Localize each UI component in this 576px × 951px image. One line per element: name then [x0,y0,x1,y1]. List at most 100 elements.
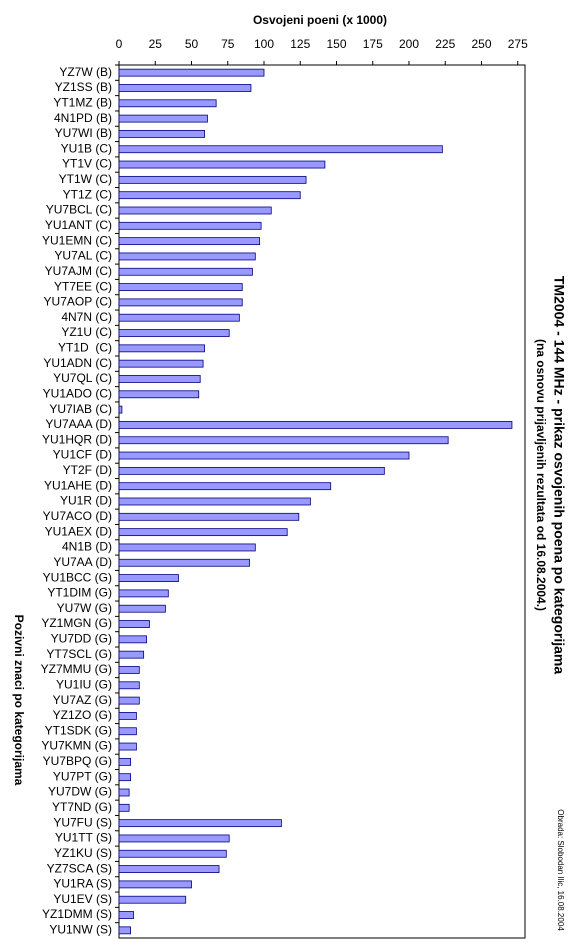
x-tick-label: 0 [116,37,123,51]
bar [118,865,220,873]
bar [118,834,230,843]
bar [118,160,326,169]
bar [118,68,265,77]
y-tick-label: YU7AOP (C) [44,295,112,309]
y-tick-label: YU7AJM (C) [45,264,112,278]
y-tick-label: YU1CF (D) [53,448,112,462]
bar [118,712,137,720]
y-tick-label: 4N7N (C) [61,310,112,324]
bar [118,313,240,322]
y-tick-label: YU7BPQ (G) [43,754,112,768]
y-tick-label: YU1EV (S) [53,892,112,906]
bar [118,512,300,521]
chart-title: TM2004 - 144 MHz - prikaz osvojenih poen… [551,276,567,675]
y-tick-label: YU7W (G) [57,601,112,615]
y-tick-label: YU7ACO (D) [43,509,112,523]
y-tick-label: YU1HQR (D) [42,432,112,446]
x-tick-label: 25 [149,37,163,51]
y-tick-label: YT7ND (G) [52,800,112,814]
bar [118,237,261,246]
bar [118,375,201,383]
y-tick-label: YU7FU (S) [53,815,112,829]
bar [118,589,169,598]
y-tick-label: YU7AAA (D) [45,417,112,431]
y-tick-label: 4N1B (D) [62,540,112,554]
y-tick-label: YU1AHE (D) [44,478,112,492]
y-tick-label: YU1TT (S) [55,831,112,845]
y-tick-label: YT1DIM (G) [47,586,112,600]
y-tick-label: YU7KMN (G) [41,739,112,753]
bar [118,757,131,766]
x-tick-label: 275 [508,37,528,51]
y-tick-label: YU7IAB (C) [49,402,112,416]
bar [118,635,147,644]
x-tick-label: 50 [185,37,199,51]
x-tick-label: 100 [254,37,274,51]
bar [118,466,385,475]
bar [118,145,443,154]
bar [118,788,130,797]
bar [118,727,137,736]
y-tick-label: YU1B (C) [61,141,112,155]
y-tick-label: YT1SDK (G) [45,723,112,737]
chart-subtitle: (na osnovu prijavljenih rezultata od 16.… [534,339,548,611]
bar [118,114,208,123]
y-tick-label: YU7BCL (C) [46,203,112,217]
bar [118,666,140,674]
bar [118,436,449,445]
y-tick-label: YZ1SS (B) [55,80,112,94]
x-tick-label: 125 [290,37,310,51]
y-tick-label: YU1NW (S) [49,923,112,937]
bar [118,206,272,215]
bar [118,99,217,108]
y-tick-label: YU7QL (C) [53,371,112,385]
y-tick-label: YU7DD (G) [51,632,112,646]
note: Obrada: Slobodan Ilic, 16.08.2004 [556,809,565,931]
y-tick-label: YZ7W (B) [59,65,112,79]
bar [118,803,130,812]
bar [118,283,243,291]
x-tick-label: 250 [471,37,491,51]
bar [118,926,131,935]
y-tick-label: YU1EMN (C) [42,233,112,247]
y-tick-label: YU7AA (D) [53,555,112,569]
bar [118,267,253,276]
bar [118,359,204,368]
bar [118,298,243,307]
bar [118,221,262,230]
x-axis-title: Osvojeni poeni (x 1000) [253,13,387,27]
x-tick-label: 75 [221,37,235,51]
bar [118,895,187,904]
y-tick-label: 4N1PD (B) [54,111,112,125]
y-tick-label: YZ1MGN (G) [41,616,112,630]
x-tick-label: 225 [435,37,455,51]
bar [118,390,200,399]
x-tick-label: 175 [363,37,383,51]
bar [118,558,250,567]
bar [118,604,166,613]
y-tick-label: YU1RA (S) [53,877,112,891]
bar [118,681,140,690]
y-tick-label: YZ7MMU (G) [41,662,112,676]
y-tick-label: YU1ADO (C) [43,386,112,400]
y-axis-title: Pozivni znaci po kategorijama [12,615,26,786]
y-tick-label: YT7SCL (G) [46,647,112,661]
bar [118,911,134,919]
y-tick-label: YU7DW (G) [48,785,112,799]
y-tick-label: YU1BCC (G) [43,570,112,584]
bar [118,543,256,552]
bar [118,405,123,414]
bar [118,620,150,628]
y-tick-label: YU1R (D) [60,494,112,508]
bar [118,497,311,506]
x-tick-label: 150 [326,37,346,51]
bar [118,252,256,261]
y-tick-label: YU1IU (G) [56,677,112,691]
y-tick-label: YZ1ZO (G) [53,708,112,722]
y-tick-label: YU7AL (C) [54,249,112,263]
bar [118,130,205,138]
bar [118,849,227,858]
y-tick-label: YT1V (C) [62,157,112,171]
bar [118,696,140,705]
